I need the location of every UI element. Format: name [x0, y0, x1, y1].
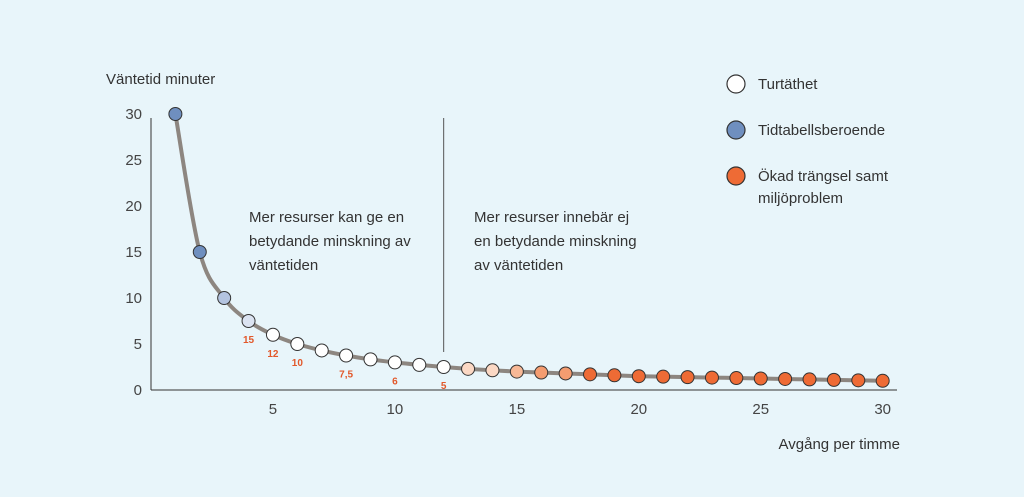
data-point — [826, 372, 841, 387]
y-tick-label: 15 — [125, 244, 142, 261]
x-tick-label: 10 — [387, 401, 404, 418]
data-point-label: 10 — [292, 358, 304, 369]
legend-label-turtathet: Turtäthet — [758, 76, 818, 93]
data-point — [753, 371, 768, 386]
x-tick-label: 30 — [874, 401, 891, 418]
annotation-right: Mer resurser innebär ej en betydande min… — [474, 209, 641, 274]
data-point — [607, 368, 622, 383]
x-axis-title: Avgång per timme — [779, 436, 900, 453]
x-tick-label: 25 — [752, 401, 769, 418]
x-tick-label: 20 — [630, 401, 647, 418]
data-point — [192, 245, 207, 259]
data-point-label: 7,5 — [339, 370, 353, 381]
data-point — [509, 364, 524, 379]
data-point — [485, 363, 500, 378]
data-point — [461, 361, 476, 376]
annotation-right-line-1: Mer resurser innebär ej — [474, 209, 629, 226]
data-point-label: 6 — [392, 376, 398, 387]
y-tick-label: 30 — [125, 106, 142, 123]
data-point — [363, 352, 378, 367]
data-point-label: 12 — [267, 349, 279, 360]
data-point — [217, 291, 232, 305]
data-point — [778, 371, 793, 386]
data-point — [387, 355, 402, 370]
data-point — [168, 107, 183, 121]
data-point — [412, 357, 427, 372]
annotation-left-line-3: väntetiden — [249, 257, 318, 274]
data-point — [436, 360, 451, 374]
y-ticks: 0 5 10 15 20 25 30 — [125, 106, 142, 399]
data-point-label: 5 — [441, 381, 447, 392]
annotation-left-line-1: Mer resurser kan ge en — [249, 209, 404, 226]
data-point — [680, 370, 695, 385]
data-point — [265, 327, 280, 342]
data-point-labels: 15 12 10 7,5 6 5 — [243, 335, 447, 392]
data-point — [802, 372, 817, 387]
data-point — [339, 348, 354, 363]
x-tick-label: 15 — [508, 401, 525, 418]
y-axis-title: Väntetid minuter — [106, 71, 215, 88]
data-point — [631, 369, 646, 384]
data-point-label: 15 — [243, 335, 255, 346]
data-point — [729, 371, 744, 386]
data-points — [168, 107, 890, 388]
y-tick-label: 25 — [125, 152, 142, 169]
data-point — [314, 343, 329, 358]
legend-label-tidtabellsberoende: Tidtabellsberoende — [758, 122, 885, 139]
x-ticks: 5 10 15 20 25 30 — [269, 401, 891, 418]
data-point — [851, 373, 866, 388]
data-point — [875, 373, 890, 388]
annotation-right-line-3: av väntetiden — [474, 257, 563, 274]
y-tick-label: 10 — [125, 290, 142, 307]
legend-marker-tidtabellsberoende — [726, 120, 746, 140]
data-point — [656, 369, 671, 384]
data-point — [290, 337, 305, 351]
legend-label-trangsel: Ökad trängsel samt miljöproblem — [758, 167, 892, 207]
x-tick-label: 5 — [269, 401, 277, 418]
axes — [150, 118, 897, 391]
data-point — [704, 370, 719, 385]
annotation-left: Mer resurser kan ge en betydande minskni… — [249, 209, 415, 274]
data-point — [558, 366, 573, 381]
data-point — [241, 314, 256, 328]
legend-marker-turtathet — [726, 74, 746, 94]
annotation-left-line-2: betydande minskning av — [249, 233, 411, 250]
legend-marker-trangsel — [726, 166, 746, 186]
y-tick-label: 0 — [134, 382, 142, 399]
data-point — [583, 367, 598, 382]
annotation-right-line-2: en betydande minskning — [474, 233, 637, 250]
data-point — [534, 365, 549, 380]
y-tick-label: 20 — [125, 198, 142, 215]
y-tick-label: 5 — [134, 336, 142, 353]
legend: Turtäthet Tidtabellsberoende Ökad trängs… — [726, 74, 892, 207]
